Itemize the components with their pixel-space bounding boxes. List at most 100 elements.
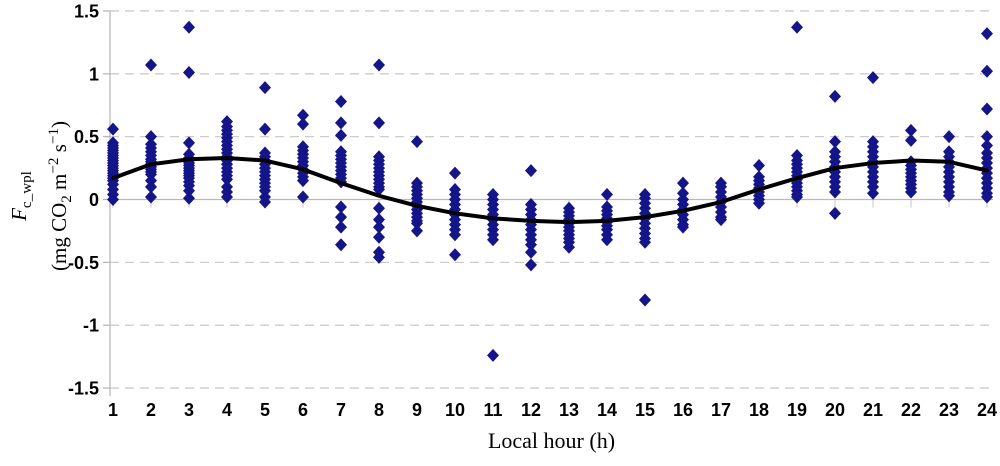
data-point-diamond bbox=[373, 220, 385, 234]
x-tick-label: 8 bbox=[374, 400, 384, 420]
x-tick-label: 17 bbox=[711, 400, 731, 420]
data-point-diamond bbox=[335, 200, 347, 214]
data-point-diamond bbox=[677, 220, 689, 234]
data-point-diamond bbox=[183, 136, 195, 150]
y-tick-label: -0.5 bbox=[68, 253, 99, 273]
mean-line bbox=[111, 156, 989, 225]
data-point-diamond bbox=[145, 58, 157, 72]
data-point-diamond bbox=[829, 185, 841, 199]
data-point-diamond bbox=[791, 190, 803, 204]
x-tick-label: 9 bbox=[412, 400, 422, 420]
x-tick-label: 11 bbox=[483, 400, 502, 420]
data-point-diamond bbox=[867, 186, 879, 200]
data-point-diamond bbox=[221, 190, 233, 204]
x-tick-label: 20 bbox=[825, 400, 845, 420]
data-point-diamond bbox=[259, 81, 271, 95]
x-tick-label: 16 bbox=[673, 400, 693, 420]
x-tick-label: 10 bbox=[445, 400, 465, 420]
data-point-diamond bbox=[335, 116, 347, 130]
y-axis-title: Fc_wpl (mg CO2 m−2 s−1) bbox=[6, 36, 75, 356]
data-point-diamond bbox=[525, 164, 537, 178]
y-tick-label: 1.5 bbox=[74, 1, 99, 21]
data-point-diamond bbox=[183, 20, 195, 34]
data-point-diamond bbox=[335, 238, 347, 252]
data-point-diamond bbox=[981, 190, 993, 204]
data-point-diamond bbox=[525, 245, 537, 259]
x-axis-title: Local hour (h) bbox=[487, 428, 616, 453]
data-point-diamond bbox=[335, 128, 347, 142]
data-point-diamond bbox=[335, 210, 347, 224]
y-tick-label: 1 bbox=[89, 64, 99, 84]
data-point-diamond bbox=[259, 195, 271, 209]
data-point-diamond bbox=[373, 201, 385, 215]
data-point-diamond bbox=[297, 117, 309, 131]
data-point-diamond bbox=[753, 196, 765, 210]
data-point-diamond bbox=[791, 20, 803, 34]
data-point-diamond bbox=[639, 293, 651, 307]
data-point-diamond bbox=[411, 224, 423, 238]
data-point-diamond bbox=[715, 213, 727, 227]
x-tick-label: 18 bbox=[749, 400, 769, 420]
data-point-diamond bbox=[183, 66, 195, 80]
data-point-diamond bbox=[867, 71, 879, 85]
data-point-diamond bbox=[373, 213, 385, 227]
data-point-diamond bbox=[373, 250, 385, 264]
data-point-diamond bbox=[145, 180, 157, 194]
data-point-diamond bbox=[601, 233, 613, 247]
x-tick-label: 19 bbox=[787, 400, 807, 420]
data-point-diamond bbox=[601, 187, 613, 201]
x-tick-label: 14 bbox=[597, 400, 617, 420]
data-point-diamond bbox=[297, 108, 309, 122]
data-point-diamond bbox=[829, 135, 841, 149]
x-tick-label: 3 bbox=[184, 400, 194, 420]
data-point-diamond bbox=[829, 89, 841, 103]
data-point-diamond bbox=[487, 233, 499, 247]
data-point-diamond bbox=[563, 240, 575, 254]
data-point-diamond bbox=[943, 189, 955, 203]
data-point-diamond bbox=[411, 135, 423, 149]
data-point-diamond bbox=[373, 58, 385, 72]
y-tick-label: -1 bbox=[83, 316, 99, 336]
x-tick-label: 23 bbox=[939, 400, 959, 420]
x-tick-label: 6 bbox=[298, 400, 308, 420]
data-point-diamond bbox=[335, 220, 347, 234]
data-point-diamond bbox=[905, 185, 917, 199]
y-axis-symbol: Fc_wpl bbox=[7, 171, 36, 221]
data-point-diamond bbox=[297, 174, 309, 188]
data-point-diamond bbox=[981, 130, 993, 144]
y-axis-units: (mg CO2 m−2 s−1) bbox=[46, 121, 76, 271]
data-point-diamond bbox=[221, 172, 233, 186]
x-tick-label: 24 bbox=[977, 400, 997, 420]
data-point-diamond bbox=[145, 130, 157, 144]
data-point-diamond bbox=[411, 216, 423, 230]
data-point-diamond bbox=[449, 248, 461, 262]
data-point-diamond bbox=[335, 94, 347, 108]
x-tick-label: 5 bbox=[260, 400, 270, 420]
data-point-diamond bbox=[183, 184, 195, 198]
y-tick-label: 0 bbox=[89, 190, 99, 210]
data-point-diamond bbox=[145, 190, 157, 204]
x-tick-label: 4 bbox=[222, 400, 232, 420]
data-point-diamond bbox=[183, 191, 195, 205]
data-point-diamond bbox=[525, 258, 537, 272]
data-point-diamond bbox=[829, 206, 841, 220]
data-point-diamond bbox=[905, 123, 917, 137]
data-point-diamond bbox=[449, 228, 461, 242]
x-tick-label: 15 bbox=[635, 400, 655, 420]
x-tick-label: 7 bbox=[336, 400, 346, 420]
data-point-diamond bbox=[525, 238, 537, 252]
data-point-diamond bbox=[259, 122, 271, 136]
data-point-diamond bbox=[981, 64, 993, 78]
data-point-diamond bbox=[943, 130, 955, 144]
data-point-diamond bbox=[905, 133, 917, 147]
x-tick-label: 1 bbox=[108, 400, 118, 420]
data-point-diamond bbox=[107, 193, 119, 206]
data-point-diamond bbox=[981, 102, 993, 116]
x-tick-label: 21 bbox=[863, 400, 883, 420]
data-point-diamond bbox=[449, 166, 461, 180]
data-point-diamond bbox=[373, 116, 385, 130]
x-tick-label: 13 bbox=[559, 400, 579, 420]
x-tick-label: 12 bbox=[521, 400, 541, 420]
